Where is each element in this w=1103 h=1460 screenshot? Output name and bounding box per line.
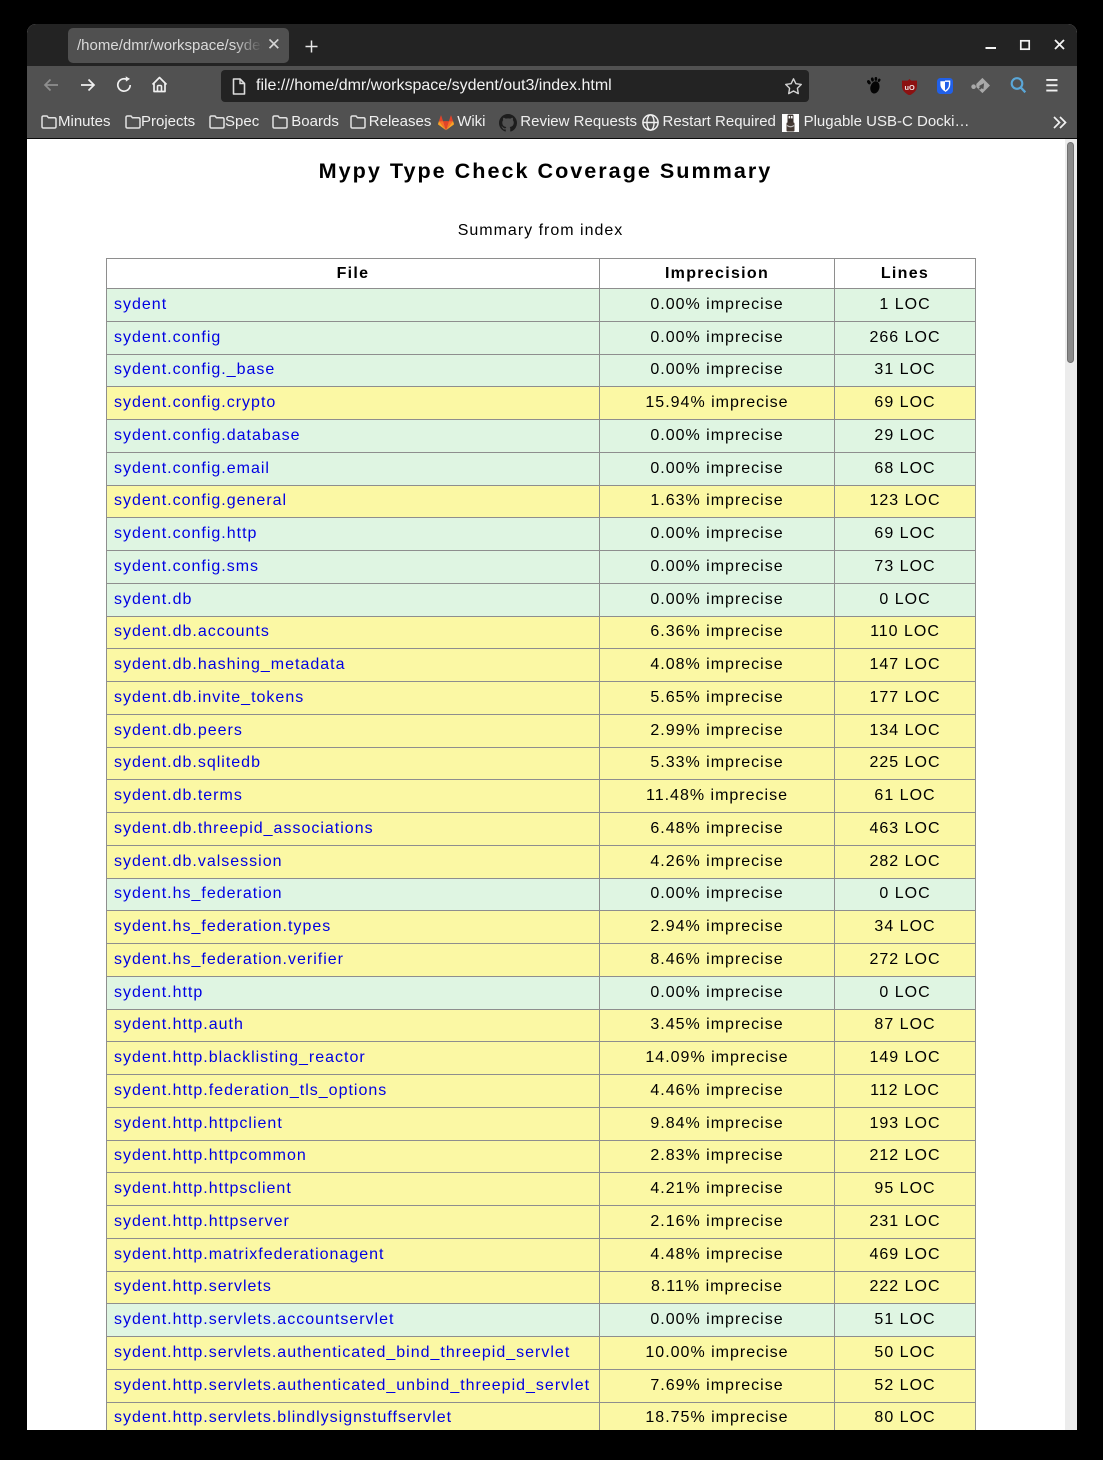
svg-text:uO: uO — [904, 82, 915, 91]
